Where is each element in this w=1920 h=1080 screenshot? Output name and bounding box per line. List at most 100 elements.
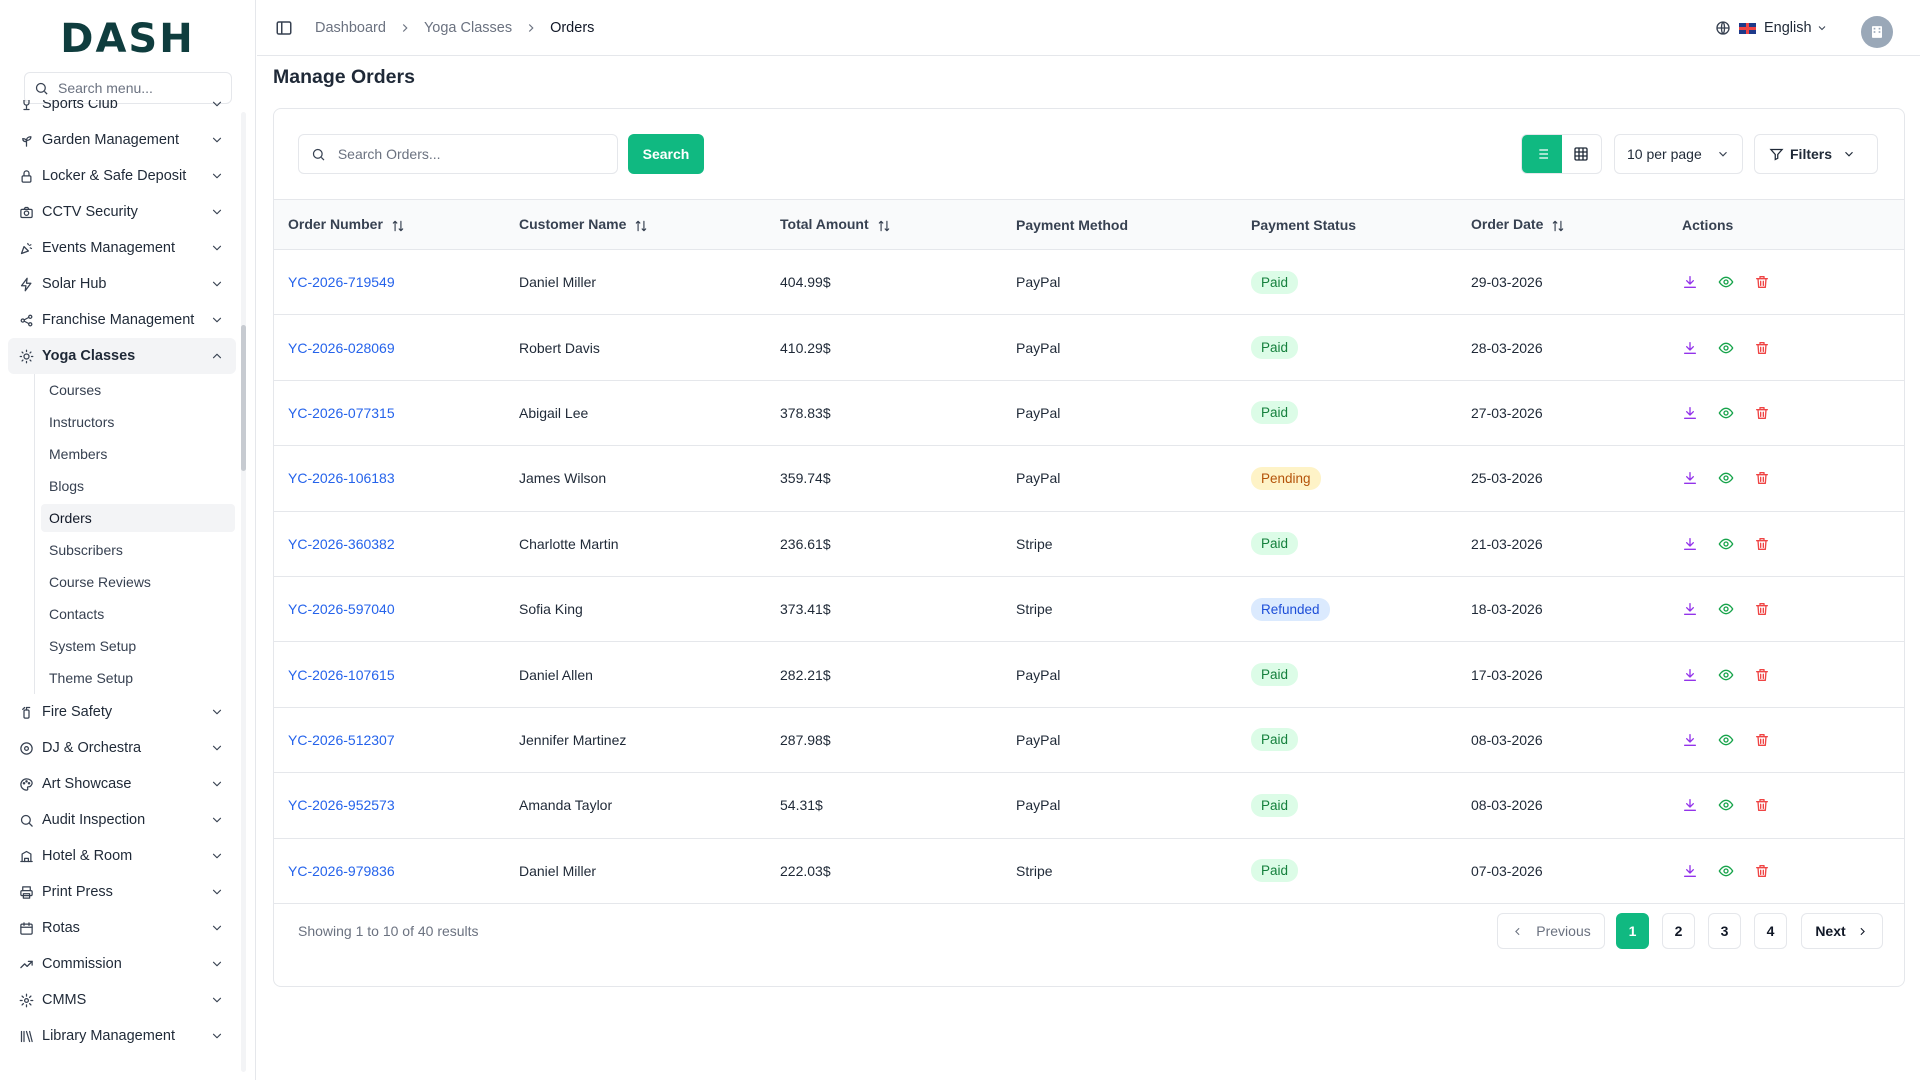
sidebar-item-commission[interactable]: Commission (8, 946, 236, 982)
download-icon[interactable] (1682, 797, 1698, 813)
sidebar-toggle-icon[interactable] (275, 19, 293, 37)
sidebar-scrollbar-thumb[interactable] (241, 325, 246, 471)
orders-search-input[interactable] (337, 146, 605, 162)
sidebar-item-print-press[interactable]: Print Press (8, 874, 236, 910)
trash-icon[interactable] (1754, 274, 1770, 290)
order-number-link[interactable]: YC-2026-979836 (288, 862, 395, 879)
sidebar-item-yoga-classes[interactable]: Yoga Classes (8, 338, 236, 374)
next-page-button[interactable]: Next (1801, 913, 1883, 949)
sidebar-subitem-system-setup[interactable]: System Setup (34, 630, 236, 662)
sidebar-item-rotas[interactable]: Rotas (8, 910, 236, 946)
sort-icon[interactable] (391, 219, 405, 233)
trash-icon[interactable] (1754, 536, 1770, 552)
sidebar-subitem-blogs[interactable]: Blogs (34, 470, 236, 502)
sidebar-item-solar-hub[interactable]: Solar Hub (8, 266, 236, 302)
sidebar-subitem-courses[interactable]: Courses (34, 374, 236, 406)
page-3-button[interactable]: 3 (1708, 913, 1741, 949)
trash-icon[interactable] (1754, 863, 1770, 879)
download-icon[interactable] (1682, 405, 1698, 421)
previous-page-button[interactable]: Previous (1497, 913, 1605, 949)
grid-view-button[interactable] (1562, 135, 1602, 173)
order-date: 29-03-2026 (1471, 274, 1543, 291)
order-number-link[interactable]: YC-2026-028069 (288, 339, 395, 356)
trash-icon[interactable] (1754, 601, 1770, 617)
sidebar-item-dj-and-orchestra[interactable]: DJ & Orchestra (8, 730, 236, 766)
eye-icon[interactable] (1718, 340, 1734, 356)
sidebar-item-fire-safety[interactable]: Fire Safety (8, 694, 236, 730)
trash-icon[interactable] (1754, 732, 1770, 748)
order-number-link[interactable]: YC-2026-077315 (288, 404, 395, 421)
download-icon[interactable] (1682, 667, 1698, 683)
breadcrumb-dashboard[interactable]: Dashboard (315, 19, 386, 36)
order-number-link[interactable]: YC-2026-360382 (288, 535, 395, 552)
sidebar-search-input[interactable] (58, 80, 218, 96)
sidebar-subitem-contacts[interactable]: Contacts (34, 598, 236, 630)
language-selector[interactable]: English (1715, 20, 1828, 36)
sidebar-subitem-course-reviews[interactable]: Course Reviews (34, 566, 236, 598)
column-header-order-date[interactable]: Order Date (1471, 200, 1682, 250)
download-icon[interactable] (1682, 601, 1698, 617)
order-number-link[interactable]: YC-2026-597040 (288, 601, 395, 618)
sidebar-item-franchise-management[interactable]: Franchise Management (8, 302, 236, 338)
sidebar-item-sports-club[interactable]: Sports Club (8, 100, 236, 122)
trash-icon[interactable] (1754, 405, 1770, 421)
sidebar-scrollbar[interactable] (241, 112, 246, 1072)
eye-icon[interactable] (1718, 797, 1734, 813)
sidebar-item-library-management[interactable]: Library Management (8, 1018, 236, 1054)
page-4-button[interactable]: 4 (1754, 913, 1787, 949)
download-icon[interactable] (1682, 340, 1698, 356)
download-icon[interactable] (1682, 732, 1698, 748)
order-number-link[interactable]: YC-2026-106183 (288, 470, 395, 487)
eye-icon[interactable] (1718, 274, 1734, 290)
sidebar-subitem-theme-setup[interactable]: Theme Setup (34, 662, 236, 694)
search-button[interactable]: Search (628, 134, 704, 174)
page-1-button[interactable]: 1 (1616, 913, 1649, 949)
column-header-order-number[interactable]: Order Number (274, 200, 519, 250)
sidebar-item-events-management[interactable]: Events Management (8, 230, 236, 266)
sidebar-item-cmms[interactable]: CMMS (8, 982, 236, 1018)
list-view-button[interactable] (1522, 135, 1562, 173)
page-2-button[interactable]: 2 (1662, 913, 1695, 949)
trash-icon[interactable] (1754, 470, 1770, 486)
avatar[interactable] (1861, 16, 1893, 48)
eye-icon[interactable] (1718, 863, 1734, 879)
trash-icon[interactable] (1754, 340, 1770, 356)
column-header-customer-name[interactable]: Customer Name (519, 200, 780, 250)
download-icon[interactable] (1682, 274, 1698, 290)
sidebar-subitem-orders[interactable]: Orders (34, 502, 236, 534)
per-page-select[interactable]: 10 per page (1614, 134, 1743, 174)
filters-button[interactable]: Filters (1754, 134, 1878, 174)
download-icon[interactable] (1682, 863, 1698, 879)
sidebar-item-garden-management[interactable]: Garden Management (8, 122, 236, 158)
eye-icon[interactable] (1718, 470, 1734, 486)
table-row: YC-2026-360382 Charlotte Martin 236.61$ Str… (274, 511, 1904, 577)
eye-icon[interactable] (1718, 601, 1734, 617)
sidebar-subitem-instructors[interactable]: Instructors (34, 406, 236, 438)
sidebar-item-audit-inspection[interactable]: Audit Inspection (8, 802, 236, 838)
download-icon[interactable] (1682, 470, 1698, 486)
total-amount: 378.83$ (780, 404, 831, 421)
eye-icon[interactable] (1718, 536, 1734, 552)
eye-icon[interactable] (1718, 405, 1734, 421)
logo[interactable]: DASH (0, 0, 255, 78)
order-number-link[interactable]: YC-2026-107615 (288, 666, 395, 683)
sidebar-item-cctv-security[interactable]: CCTV Security (8, 194, 236, 230)
order-number-link[interactable]: YC-2026-719549 (288, 274, 395, 291)
eye-icon[interactable] (1718, 732, 1734, 748)
sidebar-item-locker-and-safe-deposit[interactable]: Locker & Safe Deposit (8, 158, 236, 194)
download-icon[interactable] (1682, 536, 1698, 552)
sidebar-item-hotel-and-room[interactable]: Hotel & Room (8, 838, 236, 874)
sort-icon[interactable] (1551, 219, 1565, 233)
sidebar-subitem-subscribers[interactable]: Subscribers (34, 534, 236, 566)
sidebar-subitem-members[interactable]: Members (34, 438, 236, 470)
order-number-link[interactable]: YC-2026-952573 (288, 797, 395, 814)
breadcrumb-yoga-classes[interactable]: Yoga Classes (423, 19, 513, 36)
trash-icon[interactable] (1754, 797, 1770, 813)
column-header-total-amount[interactable]: Total Amount (780, 200, 1016, 250)
trash-icon[interactable] (1754, 667, 1770, 683)
sort-icon[interactable] (877, 219, 891, 233)
sort-icon[interactable] (634, 219, 648, 233)
sidebar-item-art-showcase[interactable]: Art Showcase (8, 766, 236, 802)
eye-icon[interactable] (1718, 667, 1734, 683)
order-number-link[interactable]: YC-2026-512307 (288, 731, 395, 748)
